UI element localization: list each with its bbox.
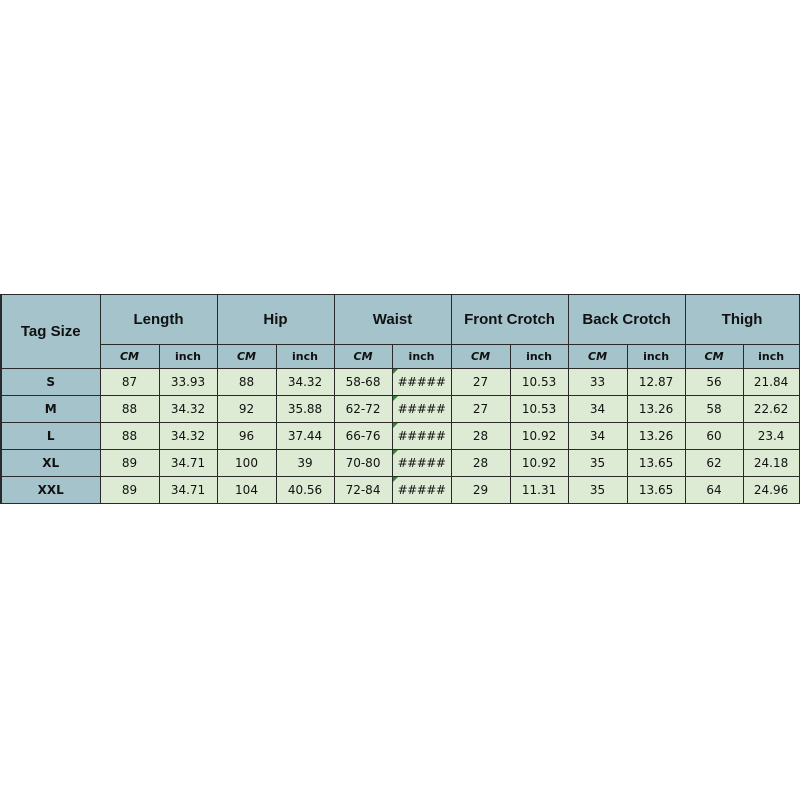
value-cell: 88 bbox=[99, 422, 160, 450]
value-cell: 60 bbox=[684, 422, 744, 450]
table-row: XL 89 34.71 100 39 70-80 ##### 28 10.92 35 13.65 62… bbox=[0, 449, 800, 477]
value-cell: ##### bbox=[391, 476, 452, 504]
value-cell: 87 bbox=[99, 368, 160, 396]
value-cell: 35.88 bbox=[275, 395, 335, 423]
value-cell: 96 bbox=[216, 422, 277, 450]
value-cell: 35 bbox=[567, 449, 628, 477]
group-header-front-crotch: Front Crotch bbox=[450, 294, 569, 345]
tag-size-cell: XXL bbox=[0, 476, 101, 504]
value-cell: 72-84 bbox=[333, 476, 393, 504]
table-row: XXL 89 34.71 104 40.56 72-84 ##### 29 11.31 35 13.… bbox=[0, 476, 800, 504]
value-cell: 34.71 bbox=[158, 449, 218, 477]
value-cell: 104 bbox=[216, 476, 277, 504]
value-cell: 10.53 bbox=[509, 395, 569, 423]
value-cell: 34 bbox=[567, 422, 628, 450]
value-cell: 27 bbox=[450, 395, 511, 423]
value-cell: 11.31 bbox=[509, 476, 569, 504]
value-cell: 34.32 bbox=[275, 368, 335, 396]
unit-header-cm: CM bbox=[450, 344, 511, 369]
unit-header-inch: inch bbox=[391, 344, 452, 369]
value-cell: 34 bbox=[567, 395, 628, 423]
value-cell: 29 bbox=[450, 476, 511, 504]
value-cell: 89 bbox=[99, 476, 160, 504]
value-cell: 10.92 bbox=[509, 449, 569, 477]
value-cell: 24.96 bbox=[742, 476, 800, 504]
unit-header-inch: inch bbox=[509, 344, 569, 369]
value-cell: 58 bbox=[684, 395, 744, 423]
value-cell: 34.32 bbox=[158, 395, 218, 423]
group-header-back-crotch: Back Crotch bbox=[567, 294, 686, 345]
value-cell: ##### bbox=[391, 395, 452, 423]
value-cell: 10.92 bbox=[509, 422, 569, 450]
value-cell: 64 bbox=[684, 476, 744, 504]
value-cell: 13.65 bbox=[626, 449, 686, 477]
value-cell: 33.93 bbox=[158, 368, 218, 396]
value-cell: 24.18 bbox=[742, 449, 800, 477]
value-cell: 92 bbox=[216, 395, 277, 423]
value-cell: ##### bbox=[391, 449, 452, 477]
value-cell: 66-76 bbox=[333, 422, 393, 450]
value-cell: 27 bbox=[450, 368, 511, 396]
value-cell: 58-68 bbox=[333, 368, 393, 396]
value-cell: 100 bbox=[216, 449, 277, 477]
value-cell: 34.71 bbox=[158, 476, 218, 504]
table-row: S 87 33.93 88 34.32 58-68 ##### 27 10.53 33 12.87 5… bbox=[0, 368, 800, 396]
value-cell: ##### bbox=[391, 422, 452, 450]
tag-size-cell: M bbox=[0, 395, 101, 423]
value-cell: 22.62 bbox=[742, 395, 800, 423]
value-cell: 33 bbox=[567, 368, 628, 396]
value-cell: 56 bbox=[684, 368, 744, 396]
unit-header-inch: inch bbox=[275, 344, 335, 369]
value-cell: 62-72 bbox=[333, 395, 393, 423]
unit-header-cm: CM bbox=[333, 344, 393, 369]
tag-size-cell: XL bbox=[0, 449, 101, 477]
group-header-waist: Waist bbox=[333, 294, 452, 345]
value-cell: 35 bbox=[567, 476, 628, 504]
unit-header-cm: CM bbox=[684, 344, 744, 369]
value-cell: 37.44 bbox=[275, 422, 335, 450]
value-cell: 34.32 bbox=[158, 422, 218, 450]
value-cell: 39 bbox=[275, 449, 335, 477]
table-row: M 88 34.32 92 35.88 62-72 ##### 27 10.53 34 13.26 5… bbox=[0, 395, 800, 423]
size-chart-table: Tag Size Length Hip Waist Front Crotch Back … bbox=[0, 294, 800, 504]
value-cell: 21.84 bbox=[742, 368, 800, 396]
unit-header-inch: inch bbox=[158, 344, 218, 369]
value-cell: 13.26 bbox=[626, 422, 686, 450]
value-cell: 23.4 bbox=[742, 422, 800, 450]
unit-header-cm: CM bbox=[99, 344, 160, 369]
unit-header-inch: inch bbox=[742, 344, 800, 369]
value-cell: ##### bbox=[391, 368, 452, 396]
value-cell: 70-80 bbox=[333, 449, 393, 477]
group-header-thigh: Thigh bbox=[684, 294, 800, 345]
unit-header-inch: inch bbox=[626, 344, 686, 369]
unit-header-cm: CM bbox=[567, 344, 628, 369]
tag-size-cell: L bbox=[0, 422, 101, 450]
value-cell: 88 bbox=[216, 368, 277, 396]
tag-size-header: Tag Size bbox=[0, 294, 101, 369]
value-cell: 28 bbox=[450, 422, 511, 450]
value-cell: 88 bbox=[99, 395, 160, 423]
table-row: L 88 34.32 96 37.44 66-76 ##### 28 10.92 34 13.26 6… bbox=[0, 422, 800, 450]
value-cell: 89 bbox=[99, 449, 160, 477]
value-cell: 40.56 bbox=[275, 476, 335, 504]
value-cell: 28 bbox=[450, 449, 511, 477]
group-header-length: Length bbox=[99, 294, 218, 345]
value-cell: 13.65 bbox=[626, 476, 686, 504]
tag-size-cell: S bbox=[0, 368, 101, 396]
value-cell: 10.53 bbox=[509, 368, 569, 396]
value-cell: 12.87 bbox=[626, 368, 686, 396]
unit-header-cm: CM bbox=[216, 344, 277, 369]
group-header-hip: Hip bbox=[216, 294, 335, 345]
value-cell: 13.26 bbox=[626, 395, 686, 423]
value-cell: 62 bbox=[684, 449, 744, 477]
